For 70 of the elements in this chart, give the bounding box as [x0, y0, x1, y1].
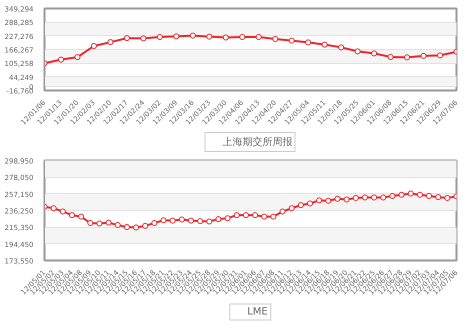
- point: [173, 33, 180, 40]
- point: [178, 216, 185, 222]
- point: [96, 220, 102, 226]
- point: [388, 54, 394, 60]
- point: [362, 194, 368, 201]
- point: [107, 39, 114, 46]
- point: [114, 222, 121, 228]
- point: [239, 34, 246, 40]
- point: [151, 220, 158, 226]
- point: [261, 214, 268, 220]
- point: [305, 39, 312, 46]
- point: [325, 198, 332, 204]
- point: [197, 218, 204, 224]
- point: [435, 194, 442, 200]
- point: [190, 32, 196, 39]
- point: [404, 54, 410, 60]
- point: [298, 202, 304, 208]
- point: [272, 36, 278, 42]
- point: [206, 218, 212, 224]
- point: [420, 52, 427, 59]
- point: [68, 212, 75, 218]
- point: [270, 214, 276, 220]
- point: [322, 42, 328, 48]
- point: [124, 224, 130, 230]
- point: [280, 208, 286, 214]
- point: [90, 42, 97, 49]
- point: [408, 190, 414, 197]
- point: [234, 212, 240, 218]
- point: [371, 50, 378, 56]
- point: [58, 56, 64, 63]
- point: [74, 54, 80, 60]
- text: LME: [247, 306, 268, 318]
- point: [307, 200, 314, 207]
- point: [316, 197, 322, 204]
- point: [215, 216, 222, 222]
- point: [437, 52, 444, 58]
- point: [142, 222, 148, 229]
- point: [106, 220, 112, 226]
- point: [222, 34, 229, 40]
- point: [160, 217, 167, 224]
- point: [416, 192, 423, 198]
- point: [133, 224, 140, 230]
- point: [398, 192, 405, 198]
- point: [371, 194, 378, 201]
- point: [426, 192, 432, 199]
- point: [352, 194, 359, 201]
- point: [188, 218, 194, 224]
- point: [252, 212, 258, 218]
- point: [334, 196, 340, 202]
- point: [338, 44, 344, 50]
- point: [60, 208, 66, 214]
- point: [206, 34, 212, 40]
- point: [344, 196, 350, 203]
- text: 上海期交所周报: [222, 136, 292, 149]
- point: [444, 194, 450, 201]
- point: [50, 205, 57, 212]
- point: [354, 48, 361, 54]
- point: [256, 34, 262, 40]
- point: [87, 220, 94, 226]
- point: [170, 218, 176, 224]
- point: [288, 38, 295, 44]
- point: [389, 192, 396, 199]
- point: [124, 35, 130, 42]
- point: [156, 34, 163, 40]
- point: [380, 194, 386, 201]
- point: [242, 212, 249, 218]
- point: [78, 214, 84, 220]
- point: [224, 215, 231, 222]
- point: [288, 205, 295, 212]
- point: [140, 35, 146, 42]
